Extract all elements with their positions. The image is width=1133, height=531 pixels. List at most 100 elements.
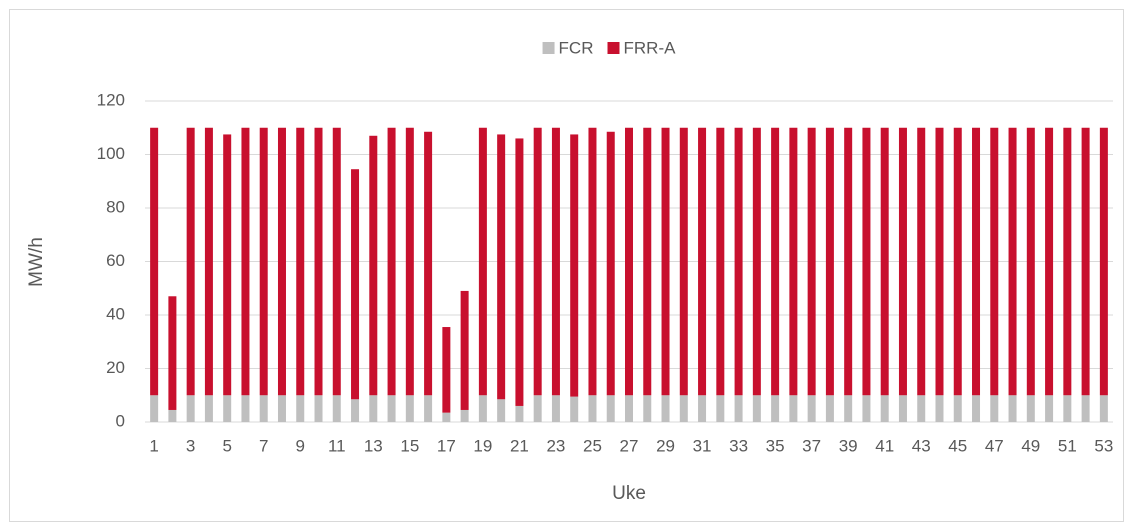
bar-segment (935, 395, 944, 422)
bar-segment (771, 127, 780, 396)
bar-segment (1081, 395, 1090, 422)
y-axis-title: MW/h (26, 237, 47, 287)
bar-segment (1063, 395, 1072, 422)
bar-segment (972, 395, 981, 422)
bar-segment (862, 395, 871, 422)
bar-segment (953, 127, 962, 396)
bar-segment (917, 395, 926, 422)
bar-segment (661, 395, 670, 422)
y-tick-label: 60 (106, 251, 125, 270)
y-tick-label: 0 (116, 411, 125, 430)
bar-segment (771, 395, 780, 422)
x-tick-label: 31 (693, 436, 712, 455)
bar-segment (186, 395, 195, 422)
bar-segment (277, 395, 286, 422)
x-tick-label: 43 (912, 436, 931, 455)
bar-segment (296, 395, 305, 422)
bar-segment (898, 395, 907, 422)
bar-segment (734, 395, 743, 422)
bar-segment (314, 395, 323, 422)
x-tick-label: 27 (620, 436, 639, 455)
x-tick-label: 41 (875, 436, 894, 455)
bar-segment (332, 395, 341, 422)
bar-segment (1099, 127, 1108, 396)
x-tick-label: 45 (948, 436, 967, 455)
bar-segment (661, 127, 670, 396)
x-tick-label: 23 (546, 436, 565, 455)
x-tick-label: 13 (364, 436, 383, 455)
bar-segment (625, 395, 633, 422)
x-tick-label: 47 (985, 436, 1004, 455)
bar-segment (460, 409, 469, 422)
x-tick-label: 35 (766, 436, 785, 455)
bar-segment (351, 169, 360, 400)
bar-segment (1045, 395, 1054, 422)
legend-swatch (607, 42, 620, 54)
bar-segment (807, 395, 816, 422)
bar-segment (716, 127, 725, 396)
x-tick-label: 1 (149, 436, 158, 455)
bar-segment (1008, 127, 1017, 396)
legend-label: FCR (559, 38, 594, 57)
x-tick-label: 5 (222, 436, 231, 455)
bar-segment (807, 127, 816, 396)
bar-segment (424, 395, 433, 422)
y-tick-label: 120 (97, 90, 125, 109)
bar-segment (588, 127, 597, 396)
bar-segment (150, 395, 159, 422)
bar-segment (570, 396, 579, 422)
bar-segment (296, 127, 305, 396)
x-tick-label: 39 (839, 436, 858, 455)
bar-segment (533, 395, 542, 422)
bar-segment (387, 127, 396, 396)
bar-segment (752, 127, 761, 396)
bar-segment (789, 127, 798, 396)
bar-segment (752, 395, 761, 422)
bar-segment (1063, 127, 1072, 396)
bar-segment (679, 395, 688, 422)
bar-segment (643, 395, 652, 422)
bar-segment (789, 395, 798, 422)
bar-segment (679, 127, 688, 396)
bar-segment (734, 127, 743, 396)
x-tick-label: 25 (583, 436, 602, 455)
x-tick-label: 29 (656, 436, 675, 455)
bar-segment (204, 395, 213, 422)
bar-segment (588, 395, 597, 422)
bar-segment (241, 127, 250, 396)
bar-segment (442, 327, 451, 413)
x-tick-label: 7 (259, 436, 268, 455)
x-tick-label: 33 (729, 436, 748, 455)
bar-segment (223, 395, 232, 422)
bar-segment (862, 127, 871, 396)
bar-segment (990, 127, 999, 396)
bar-segment (1045, 127, 1054, 396)
bar-segment (168, 409, 177, 422)
x-tick-label: 53 (1094, 436, 1113, 455)
x-tick-label: 11 (328, 436, 346, 455)
x-tick-label: 3 (186, 436, 195, 455)
bar-segment (844, 127, 853, 396)
bar-segment (606, 395, 615, 422)
bar-segment (332, 127, 341, 396)
bar-segment (917, 127, 926, 396)
bar-segment (972, 127, 981, 396)
bar-segment (953, 395, 962, 422)
x-tick-label: 15 (400, 436, 419, 455)
bar-segment (460, 290, 469, 410)
bar-segment (497, 399, 506, 422)
y-tick-label: 80 (106, 197, 125, 216)
bar-segment (424, 131, 433, 396)
bar-segment (625, 127, 633, 396)
bar-segment (716, 395, 725, 422)
bar-segment (351, 399, 360, 422)
bar-segment (405, 127, 414, 396)
bar-segment (405, 395, 414, 422)
x-tick-label: 9 (296, 436, 305, 455)
bar-segment (551, 127, 560, 396)
bar-segment (259, 395, 268, 422)
bar-segment (277, 127, 286, 396)
bar-segment (990, 395, 999, 422)
bar-segment (1081, 127, 1090, 396)
bar-segment (844, 395, 853, 422)
